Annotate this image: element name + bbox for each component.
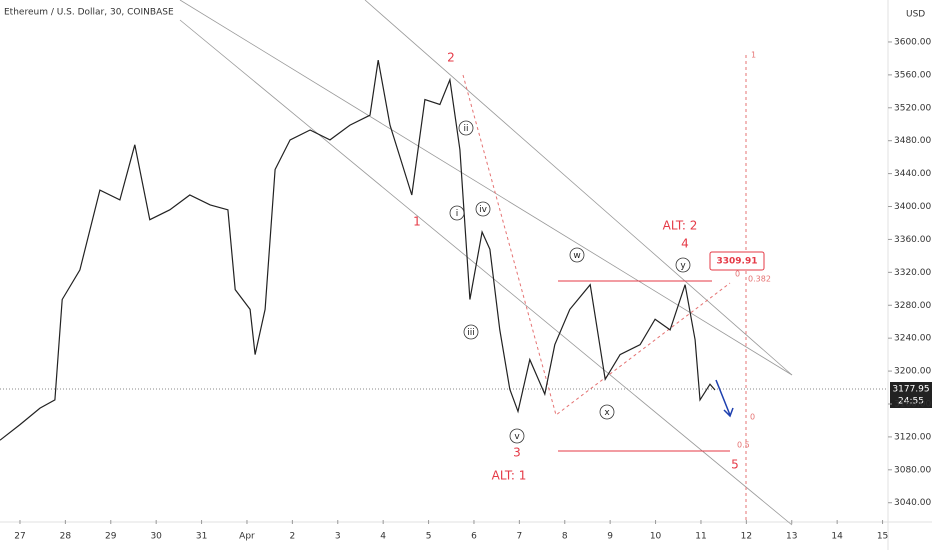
y-tick-label: 3280.00 [894,301,931,311]
sub-wave-circle [509,428,525,444]
sub-wave-label: y [680,261,686,271]
x-tick-label: 27 [14,532,25,542]
channel-line [179,19,793,526]
y-tick-label: 3040.00 [894,498,931,508]
x-tick-label: 31 [196,532,207,542]
sub-wave-circle [458,120,474,136]
y-tick-label: 3120.00 [894,432,931,442]
channel-line [364,0,793,376]
x-tick-label: 2 [290,532,296,542]
x-tick-label: 12 [741,532,752,542]
wave-label: 3 [513,446,521,460]
sub-wave-label: x [604,408,610,418]
price-tag-box [709,251,765,271]
price-line [0,59,716,441]
fib-label: 1 [751,51,756,60]
fib-label: 0 [750,413,755,422]
sub-wave-label: ii [463,124,468,134]
x-tick-label: 15 [877,532,888,542]
wave-label: ALT: 2 [663,219,698,233]
sub-wave-label: w [573,251,580,261]
x-tick-label: Apr [239,532,255,542]
y-tick-label: 3240.00 [894,334,931,344]
chart-title: Ethereum / U.S. Dollar, 30, COINBASE [4,8,174,18]
fib-label: 0 [735,270,740,279]
y-tick-label: 3440.00 [894,169,931,179]
y-tick-label: 3200.00 [894,367,931,377]
y-tick-label: 3560.00 [894,70,931,80]
sub-wave-circle [463,324,479,340]
wave-label: 1 [413,215,421,229]
projection [462,74,731,416]
sub-wave-circle [599,404,615,420]
last-price-box [890,382,932,408]
x-tick-label: 4 [380,532,386,542]
x-tick-label: 30 [150,532,162,542]
x-tick-label: 29 [105,532,117,542]
wave-label: ALT: 1 [492,469,527,483]
arrow [715,379,734,418]
x-tick-label: 3 [335,532,341,542]
x-tick-label: 5 [426,532,432,542]
x-tick-label: 28 [60,532,72,542]
x-tick-label: 13 [786,532,797,542]
fib-label: 0.382 [748,275,771,284]
sub-wave-circle [475,201,491,217]
x-tick-label: 8 [562,532,568,542]
wave-label: 4 [681,237,689,251]
y-tick-label: 3080.00 [894,465,931,475]
sub-wave-circle [449,205,465,221]
wave-label: 5 [731,458,739,472]
y-tick-label: 3600.00 [894,37,931,47]
y-tick-label: 3400.00 [894,202,931,212]
last-price: 3177.95 [892,385,929,395]
y-tick-label: 3320.00 [894,268,931,278]
y-tick-label: 3480.00 [894,136,931,146]
x-tick-label: 9 [607,532,613,542]
sub-wave-label: i [456,209,459,219]
sub-wave-circle [569,247,585,263]
x-tick-label: 11 [695,532,706,542]
fib-label: 0.5 [737,441,750,450]
sub-wave-label: iv [479,205,488,215]
sub-wave-label: iii [467,328,475,338]
countdown: 24:55 [898,397,924,407]
sub-wave-circle [675,257,691,273]
wave-label: 2 [447,51,455,65]
currency: USD [906,10,925,20]
x-tick-label: 10 [650,532,662,542]
y-tick-label: 3360.00 [894,235,931,245]
x-tick-label: 7 [516,532,522,542]
y-tick-label: 3520.00 [894,103,931,113]
x-tick-label: 6 [471,532,477,542]
y-tick-label: 3160.00 [894,399,931,409]
price-tag: 3309.91 [717,257,758,267]
sub-wave-label: v [514,432,520,442]
x-tick-label: 14 [831,532,843,542]
